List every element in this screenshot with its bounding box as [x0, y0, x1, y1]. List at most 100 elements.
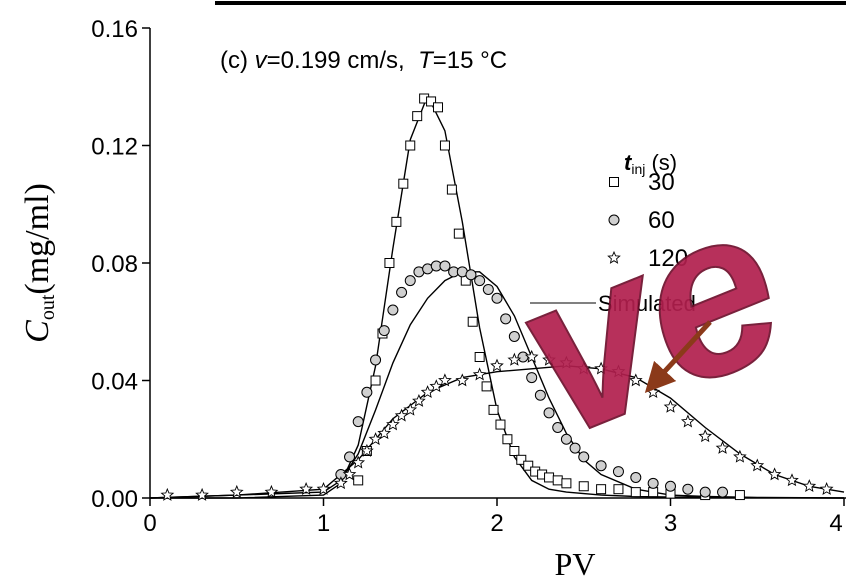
plot-area: 0.00 0.04 0.08 0.12 0.16 0 1 2 3 4: [91, 16, 846, 537]
annotation-part: =15 °C: [433, 47, 507, 74]
x-axis-label: PV: [555, 546, 596, 579]
marker-circle: [552, 422, 564, 433]
marker-square: [467, 316, 478, 327]
marker-circle: [500, 313, 512, 325]
marker-circle: [543, 407, 555, 419]
marker-star: [524, 349, 539, 363]
marker-star: [715, 440, 730, 454]
y-tick-label: 0.00: [91, 486, 138, 513]
marker-star: [377, 426, 392, 440]
legend-label: 30: [648, 169, 675, 196]
marker-circle: [699, 486, 711, 498]
marker-circle: [665, 480, 676, 492]
legend-title-part: inj: [631, 161, 645, 177]
marker-circle: [630, 471, 642, 483]
marker-circle: [647, 477, 659, 489]
legend: 30 60 120: [607, 169, 688, 272]
marker-square: [474, 352, 485, 362]
marker-square: [353, 475, 364, 486]
marker-star: [819, 482, 834, 495]
marker-square: [412, 111, 423, 122]
marker-circle: [595, 460, 607, 472]
marker-star: [368, 432, 383, 446]
marker-star: [472, 367, 487, 381]
marker-star: [490, 358, 504, 372]
marker-star: [559, 355, 574, 369]
marker-circle: [404, 275, 416, 287]
x-tick-label: 1: [317, 510, 330, 537]
y-axis-label: Cout(mg/ml): [19, 183, 59, 343]
marker-star: [429, 379, 444, 393]
marker-square: [426, 96, 437, 107]
marker-circle: [578, 451, 590, 463]
marker-star: [785, 473, 799, 487]
marker-circle: [474, 275, 486, 287]
legend-title-part: (s): [645, 150, 677, 175]
marker-star: [229, 484, 244, 498]
marker-star: [767, 467, 782, 481]
marker-star: [386, 417, 400, 431]
y-tick-label: 0.08: [91, 251, 138, 278]
marker-star: [394, 408, 409, 422]
watermark: ve: [482, 151, 815, 485]
legend-label: 120: [648, 245, 688, 272]
y-tick-label: 0.12: [91, 134, 138, 161]
marker-square: [446, 184, 457, 195]
marker-square: [439, 140, 450, 151]
x-tick-label: 4: [829, 510, 842, 537]
marker-star: [342, 467, 357, 481]
marker-square: [516, 454, 527, 465]
marker-circle: [682, 483, 694, 495]
marker-circle: [526, 372, 538, 384]
marker-star: [607, 250, 621, 264]
marker-star: [351, 455, 366, 469]
marker-square: [398, 178, 409, 189]
marker-star: [264, 484, 279, 498]
legend-label: 60: [648, 207, 675, 234]
x-tick-label: 3: [664, 510, 677, 537]
marker-square: [561, 478, 572, 489]
marker-square: [578, 481, 589, 492]
marker-star: [403, 402, 418, 416]
marker-circle: [361, 386, 373, 398]
marker-star: [611, 364, 626, 378]
marker-star: [750, 458, 765, 472]
marker-circle: [508, 330, 520, 342]
simulated-label: Simulated: [598, 291, 696, 316]
marker-square: [544, 472, 555, 483]
annotation-part: T: [418, 47, 435, 74]
marker-star: [542, 352, 556, 366]
marker-square: [523, 460, 534, 471]
marker-star: [316, 482, 331, 495]
marker-square: [648, 487, 659, 498]
marker-square: [370, 375, 381, 386]
marker-star: [663, 399, 678, 413]
marker-square: [495, 419, 506, 430]
marker-square: [433, 102, 444, 113]
marker-star: [333, 476, 348, 490]
marker-star: [507, 352, 522, 366]
marker-circle: [491, 292, 503, 304]
marker-circle: [352, 416, 364, 428]
marker-star: [733, 449, 747, 463]
marker-square: [630, 487, 641, 498]
watermark-arrow: [644, 320, 712, 394]
y-tick-label: 0.16: [91, 16, 138, 43]
marker-circle: [378, 325, 390, 337]
marker-square: [596, 484, 607, 495]
marker-circle: [387, 304, 399, 316]
marker-circle: [612, 466, 624, 478]
marker-square: [384, 258, 395, 268]
marker-star: [360, 443, 374, 457]
marker-square: [481, 381, 492, 392]
marker-circle: [465, 269, 477, 281]
marker-square: [391, 216, 402, 227]
annotation-part: =0.199 cm/s,: [267, 47, 418, 74]
marker-circle: [344, 451, 356, 463]
annotation-part: (c): [220, 47, 255, 74]
marker-square: [405, 140, 416, 151]
marker-star: [628, 373, 643, 387]
annotation: (c) v=0.199 cm/s, T=15 °C: [220, 47, 507, 74]
marker-square: [609, 177, 619, 187]
